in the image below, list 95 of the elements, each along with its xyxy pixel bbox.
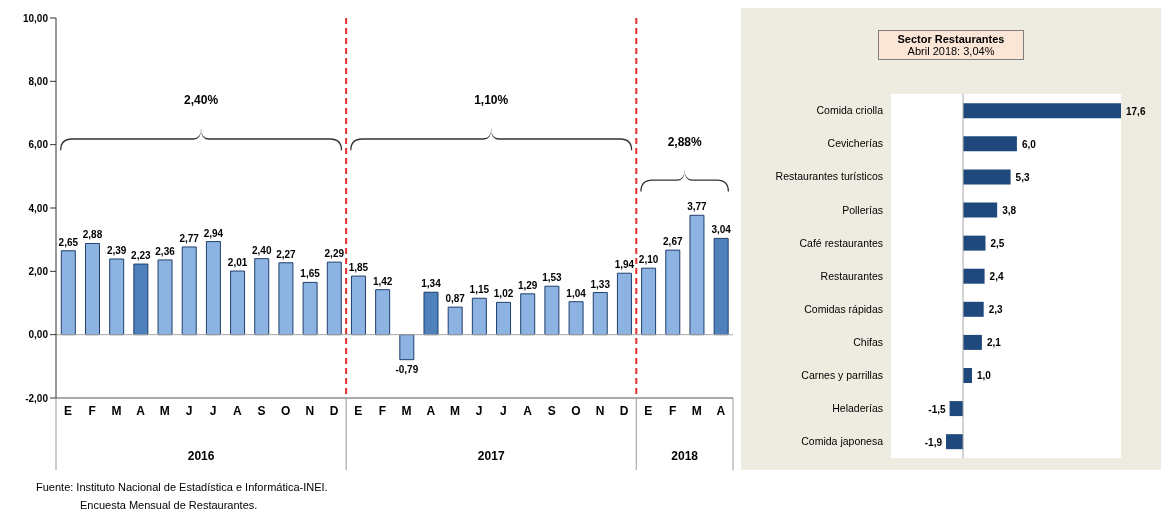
data-label: 2,27 — [276, 248, 297, 260]
y-tick-label: Cevicherías — [827, 137, 883, 150]
x-tick-label: O — [571, 403, 581, 418]
data-label: 2,01 — [227, 257, 248, 269]
y-tick-label: Pollerías — [842, 203, 883, 216]
data-label: 2,4 — [989, 271, 1004, 283]
x-tick-label: J — [499, 403, 507, 418]
data-label: 1,65 — [300, 268, 321, 280]
data-label: 2,36 — [155, 245, 176, 257]
y-tick-label: Heladerías — [832, 402, 883, 415]
y-tick-label: Comida criolla — [816, 104, 884, 117]
chart-title: Sector Restaurantes — [896, 33, 1006, 45]
data-label: -0,79 — [395, 363, 419, 375]
data-label: -1,9 — [924, 436, 943, 448]
x-tick-label: J — [475, 403, 483, 418]
data-label: 1,42 — [372, 275, 393, 287]
y-tick-label: Comida japonesa — [801, 435, 884, 448]
y-tick-label: 10,00 — [22, 12, 49, 24]
data-label: 1,94 — [614, 259, 635, 271]
source-note: Fuente: Instituto Nacional de Estadística e Informática-INEI. — [36, 480, 328, 495]
text: 2017 — [477, 449, 505, 463]
text: 2018 — [671, 449, 699, 463]
data-label: 1,15 — [469, 284, 490, 296]
x-tick-label: E — [64, 403, 73, 418]
x-tick-label: S — [547, 403, 556, 418]
x-tick-label: F — [378, 403, 387, 418]
data-label: 5,3 — [1015, 171, 1030, 183]
x-tick-label: E — [354, 403, 363, 418]
data-label: 2,29 — [324, 248, 345, 260]
y-tick-label: Carnes y parrillas — [801, 369, 883, 381]
data-label: 1,0 — [977, 370, 992, 382]
data-label: 2,65 — [58, 236, 79, 248]
chart-subtitle: Abril 2018: 3,04% — [906, 45, 996, 57]
y-tick-label: Comidas rápidas — [804, 302, 883, 315]
x-tick-label: O — [281, 403, 291, 418]
data-label: 2,40 — [252, 244, 272, 256]
x-tick-label: A — [233, 403, 242, 418]
data-label: 1,33 — [590, 278, 611, 290]
annotation: 2,40% — [184, 93, 219, 108]
x-tick-label: N — [595, 403, 605, 418]
data-label: 2,39 — [106, 244, 127, 256]
x-tick-label: M — [159, 403, 170, 418]
data-label: 2,1 — [986, 337, 1002, 349]
y-tick-label: Café restaurantes — [799, 236, 883, 249]
data-label: 1,53 — [542, 272, 563, 284]
y-tick-label: Restaurantes — [820, 269, 883, 282]
annotation: 2,88% — [667, 134, 702, 149]
data-label: 1,04 — [566, 287, 587, 299]
x-tick-label: M — [691, 403, 702, 418]
y-tick-label: 8,00 — [28, 75, 49, 87]
data-label: 3,04 — [711, 224, 732, 236]
data-label: 2,10 — [638, 254, 659, 266]
data-label: 2,77 — [179, 232, 200, 244]
data-label: 2,88 — [82, 229, 103, 241]
y-tick-label: Chifas — [853, 335, 883, 348]
text: Encuesta Mensual de Restaurantes. — [79, 498, 259, 513]
data-label: 2,3 — [988, 304, 1004, 316]
data-label: 1,85 — [348, 262, 369, 274]
x-tick-label: F — [668, 403, 677, 418]
y-tick-label: -2,00 — [25, 392, 49, 404]
x-tick-label: F — [88, 403, 96, 418]
x-tick-label: D — [619, 403, 629, 418]
data-label: 1,34 — [421, 278, 442, 290]
data-label: 2,5 — [990, 238, 1005, 250]
x-tick-label: A — [426, 403, 436, 418]
y-tick-label: Restaurantes turísticos — [775, 170, 883, 183]
data-label: 1,02 — [493, 288, 514, 300]
x-tick-label: D — [329, 403, 339, 418]
data-label: 17,6 — [1126, 105, 1146, 117]
data-label: 3,77 — [687, 201, 708, 213]
data-label: 6,0 — [1021, 138, 1037, 150]
x-tick-label: A — [716, 403, 726, 418]
y-tick-label: 2,00 — [28, 265, 49, 277]
x-tick-label: M — [401, 403, 412, 418]
x-tick-label: S — [257, 403, 266, 418]
x-tick-label: A — [136, 403, 146, 418]
text: 2016 — [187, 449, 215, 463]
data-label: 2,23 — [131, 250, 152, 262]
x-tick-label: J — [185, 403, 193, 418]
x-tick-label: J — [209, 403, 217, 418]
data-label: 2,67 — [663, 236, 683, 248]
x-tick-label: N — [305, 403, 315, 418]
data-label: 1,29 — [517, 279, 538, 291]
y-tick-label: 4,00 — [28, 202, 49, 214]
data-label: 0,87 — [445, 293, 466, 305]
x-tick-label: E — [644, 403, 653, 418]
y-tick-label: 6,00 — [28, 139, 49, 151]
x-tick-label: M — [449, 403, 460, 418]
x-tick-label: A — [523, 403, 533, 418]
data-label: 3,8 — [1002, 205, 1017, 217]
annotation: 1,10% — [474, 93, 509, 108]
x-tick-label: M — [111, 403, 122, 418]
data-label: 2,94 — [203, 227, 224, 239]
data-label: -1,5 — [928, 403, 947, 415]
y-tick-label: 0,00 — [28, 329, 49, 341]
